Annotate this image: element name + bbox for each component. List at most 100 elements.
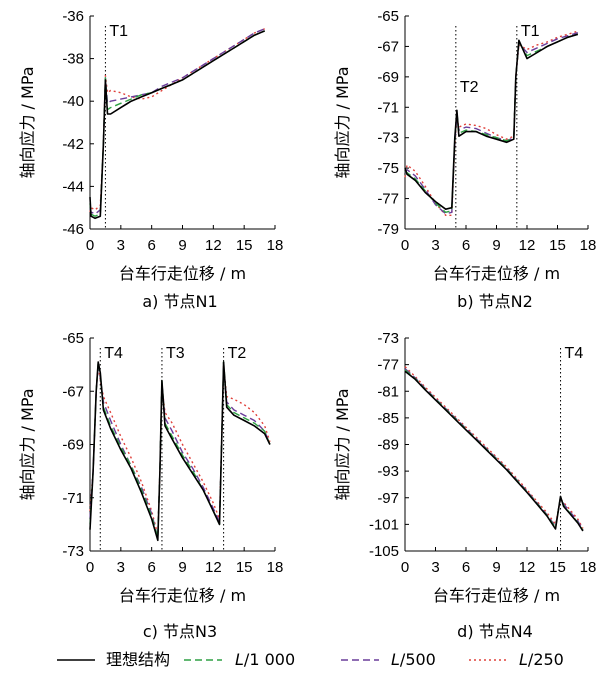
panel-caption: c) 节点N3 [143, 622, 217, 641]
y-tick-label-m101: -101 [369, 516, 399, 533]
x-tick-label-0: 0 [86, 559, 94, 576]
series-line-3 [404, 368, 584, 531]
y-tick-label-m69: -69 [377, 69, 399, 86]
x-axis-label: 台车行走位移 / m [433, 586, 560, 605]
x-tick-label-6: 6 [462, 237, 470, 254]
annotation-label-t3: T3 [166, 345, 185, 362]
x-tick-label-15: 15 [236, 237, 253, 254]
series-line-3 [89, 28, 265, 215]
x-tick-label-15: 15 [549, 237, 566, 254]
chart-panel-1: 0 3 6 9 12 15 18 -46 -44 -42 -40 -38 -36 台车行走位移 / m 轴向… [18, 8, 283, 311]
x-axis-label: 台车行走位移 / m [433, 264, 560, 283]
x-tick-label-9: 9 [492, 559, 500, 576]
y-tick-label-m67: -67 [62, 383, 84, 400]
series-line-2 [89, 361, 271, 539]
panel-caption: b) 节点N2 [457, 292, 533, 311]
y-tick-label-m67: -67 [377, 38, 399, 55]
x-tick-label-3: 3 [117, 559, 125, 576]
series-line-1 [89, 361, 271, 542]
x-tick-label-0: 0 [86, 237, 94, 254]
legend-label-3: L/500 [391, 650, 436, 669]
series-line-3 [89, 363, 271, 539]
y-tick-label-m89: -89 [377, 437, 399, 454]
annotation-label-t2: T2 [460, 79, 479, 96]
y-tick-label-m36: -36 [62, 8, 84, 25]
y-tick-label-m75: -75 [377, 160, 399, 177]
x-tick-label-3: 3 [431, 237, 439, 254]
y-axis-label: 轴向应力 / MPa [333, 388, 352, 500]
x-tick-label-0: 0 [401, 559, 409, 576]
x-axis-label: 台车行走位移 / m [119, 586, 246, 605]
series-line-1 [404, 33, 579, 210]
y-tick-label-m44: -44 [62, 178, 84, 195]
x-tick-label-0: 0 [401, 237, 409, 254]
x-tick-label-3: 3 [431, 559, 439, 576]
x-axis-label: 台车行走位移 / m [119, 264, 246, 283]
y-axis-label: 轴向应力 / MPa [18, 66, 37, 178]
series-line-3 [404, 32, 579, 215]
annotation-label-t4: T4 [104, 345, 123, 362]
legend-label-1: 理想结构 [106, 650, 170, 669]
series-line-4 [404, 30, 579, 216]
legend: 理想结构 L/1 000 L/500 L/250 [57, 650, 564, 669]
y-tick-label-m42: -42 [62, 136, 84, 153]
x-tick-label-9: 9 [178, 237, 186, 254]
x-tick-label-3: 3 [117, 237, 125, 254]
annotation-label-t4: T4 [565, 345, 584, 362]
y-tick-label-m81: -81 [377, 383, 399, 400]
y-tick-label-m93: -93 [377, 463, 399, 480]
series-line-2 [404, 33, 578, 213]
y-tick-label-m73: -73 [62, 543, 84, 560]
y-tick-label-m73: -73 [377, 130, 399, 147]
series-line-4 [89, 363, 271, 536]
x-tick-label-12: 12 [205, 237, 222, 254]
y-axis-label: 轴向应力 / MPa [333, 66, 352, 178]
x-tick-label-6: 6 [462, 559, 470, 576]
series-line-4 [404, 366, 584, 529]
y-tick-label-m105: -105 [369, 543, 399, 560]
chart-panel-4: 0 3 6 9 12 15 18 -105 -101 -97 -93 -89 -85 -81 -77 -73 台… [333, 330, 596, 641]
y-axis-label: 轴向应力 / MPa [18, 388, 37, 500]
y-tick-label-m79: -79 [377, 221, 399, 238]
y-tick-label-m38: -38 [62, 51, 84, 68]
x-tick-label-18: 18 [580, 559, 597, 576]
y-tick-label-m65: -65 [377, 8, 399, 25]
y-tick-label-m85: -85 [377, 410, 399, 427]
y-tick-label-m40: -40 [62, 93, 84, 110]
chart-panel-3: 0 3 6 9 12 15 18 -73 -71 -69 -67 -65 台车行走位移 / m 轴向应力 … [18, 330, 283, 641]
annotation-label-t1: T1 [109, 23, 128, 40]
annotation-label-t2: T2 [228, 345, 247, 362]
x-tick-label-15: 15 [549, 559, 566, 576]
y-tick-label-m73: -73 [377, 330, 399, 347]
series-line-1 [404, 370, 584, 532]
x-tick-label-12: 12 [519, 559, 536, 576]
x-tick-label-12: 12 [519, 237, 536, 254]
y-tick-label-m77: -77 [377, 357, 399, 374]
annotation-label-t1: T1 [521, 23, 540, 40]
series-line-4 [89, 28, 265, 213]
y-tick-label-m65: -65 [62, 330, 84, 347]
x-tick-label-6: 6 [147, 559, 155, 576]
y-tick-label-m69: -69 [62, 437, 84, 454]
x-tick-label-12: 12 [205, 559, 222, 576]
y-tick-label-m97: -97 [377, 490, 399, 507]
x-tick-label-18: 18 [267, 237, 284, 254]
x-tick-label-6: 6 [147, 237, 155, 254]
x-tick-label-18: 18 [580, 237, 597, 254]
series-line-2 [89, 30, 265, 217]
legend-label-2: L/1 000 [235, 650, 295, 669]
x-tick-label-9: 9 [178, 559, 186, 576]
x-tick-label-9: 9 [492, 237, 500, 254]
legend-label-4: L/250 [519, 650, 564, 669]
y-tick-label-m77: -77 [377, 191, 399, 208]
chart-panel-2: 0 3 6 9 12 15 18 -79 -77 -75 -73 -71 -69 -67 -65 台车行走位移… [333, 8, 596, 311]
panel-caption: d) 节点N4 [457, 622, 533, 641]
y-tick-label-m46: -46 [62, 221, 84, 238]
panel-caption: a) 节点N1 [142, 292, 217, 311]
y-tick-label-m71: -71 [377, 99, 399, 116]
series-line-1 [89, 30, 266, 220]
x-tick-label-15: 15 [236, 559, 253, 576]
y-tick-label-m71: -71 [62, 490, 84, 507]
x-tick-label-18: 18 [267, 559, 284, 576]
